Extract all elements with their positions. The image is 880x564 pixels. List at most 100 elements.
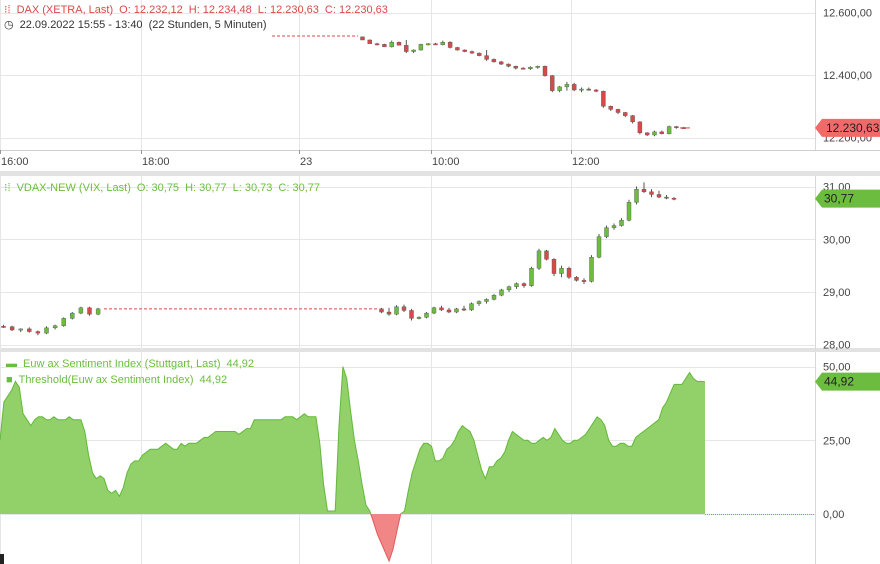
sentiment-line — [0, 366, 706, 514]
threshold-series-value: 44,92 — [199, 374, 228, 386]
vdax-candle — [611, 225, 617, 228]
vdax-candle — [401, 306, 407, 311]
scroll-handle — [0, 554, 4, 564]
dax-candle — [426, 43, 431, 46]
vdax-candle — [656, 194, 662, 198]
dax-candle — [499, 61, 504, 65]
vdax-low: L: 30,73 — [232, 182, 273, 194]
vdax-candle — [379, 308, 384, 313]
sentiment-series-value: 44,92 — [226, 358, 255, 370]
vdax-candle — [581, 280, 587, 282]
vdax-early-candle — [27, 328, 32, 332]
vdax-candle — [559, 268, 564, 274]
vdax-candle — [499, 289, 504, 296]
sentiment-legend-line: ▬ Euw ax Sentiment Index (Stuttgart, Last… — [6, 358, 260, 370]
dax-candle — [659, 131, 664, 134]
vdax-early-candle — [70, 312, 75, 319]
dax-candle — [389, 41, 394, 48]
vdax-candle — [551, 259, 557, 274]
sentiment-legend-area: ■ Threshold(Euw ax Sentiment Index) 44,92 — [6, 374, 233, 386]
dax-candle — [477, 52, 482, 56]
dax-candle — [674, 126, 679, 128]
area-series-icon[interactable]: ■ — [6, 374, 13, 386]
dax-series-name[interactable]: DAX (XETRA, Last) — [16, 4, 114, 16]
dax-candle — [418, 44, 424, 51]
vdax-candle — [446, 309, 452, 313]
vdax-high: H: 30,77 — [185, 182, 227, 194]
clock-icon: ◷ — [4, 19, 14, 31]
vdax-candle — [671, 197, 677, 200]
dax-candle — [469, 51, 475, 54]
vdax-candle — [439, 307, 444, 311]
vdax-candle — [649, 191, 654, 195]
sentiment-area-positive — [0, 366, 705, 514]
dax-candle — [586, 88, 591, 91]
dax-candle — [411, 49, 416, 52]
vdax-candle — [619, 220, 624, 226]
y-tick-label: 29,00 — [823, 287, 851, 299]
dax-candle — [652, 131, 657, 136]
dax-open: O: 12.232,12 — [119, 4, 183, 16]
dax-last-badge-label: 12.230,63 — [826, 121, 880, 135]
sentiment-last-badge-label: 44,92 — [824, 375, 854, 389]
vdax-candle — [469, 303, 474, 311]
vdax-candle — [566, 268, 572, 278]
sentiment-series-name[interactable]: Euw ax Sentiment Index (Stuttgart, Last) — [23, 358, 221, 370]
dax-candle — [520, 67, 526, 70]
dax-candle — [528, 66, 533, 69]
vdax-early-candle — [95, 308, 101, 315]
vdax-candle — [394, 306, 399, 315]
dax-high: H: 12.234,48 — [188, 4, 252, 16]
period-range: 22.09.2022 15:55 - 13:40 — [19, 19, 143, 31]
vdax-candle — [386, 311, 392, 315]
vdax-early-candle — [1, 326, 6, 328]
vdax-early-candle — [61, 318, 66, 326]
vdax-series-name[interactable]: VDAX-NEW (VIX, Last) — [16, 182, 131, 194]
dax-low: L: 12.230,63 — [257, 4, 319, 16]
vdax-legend: ⁝⁞ VDAX-NEW (VIX, Last) O: 30,75 H: 30,77 L:… — [4, 181, 326, 194]
sentiment-last-badge — [815, 372, 880, 391]
dax-candle — [630, 115, 635, 123]
dax-candle — [550, 75, 555, 91]
dax-candle — [564, 84, 570, 88]
dax-candle — [572, 84, 577, 91]
y-tick-label: 28,00 — [823, 340, 851, 352]
vdax-candle — [574, 277, 579, 281]
vdax-early-candle — [44, 327, 49, 334]
dax-candle — [491, 59, 497, 63]
dax-candle — [447, 41, 453, 48]
threshold-series-name[interactable]: Threshold(Euw ax Sentiment Index) — [18, 374, 194, 386]
vdax-candle — [431, 307, 437, 314]
vdax-candle — [514, 283, 519, 287]
vdax-candle — [476, 301, 482, 304]
x-tick-label: 18:00 — [142, 156, 170, 168]
vdax-early-candle — [78, 307, 84, 314]
vdax-candle — [589, 257, 594, 282]
vdax-candle — [626, 202, 632, 221]
panel-separator — [0, 348, 880, 352]
x-tick-label: 23 — [300, 156, 312, 168]
dax-candle — [601, 91, 606, 107]
dax-candle — [404, 45, 409, 52]
vdax-candle — [409, 310, 414, 319]
dax-candle — [593, 89, 599, 92]
line-series-icon[interactable]: ▬ — [6, 358, 17, 370]
dax-candle — [360, 36, 365, 41]
vdax-candle — [484, 299, 489, 302]
vdax-early-candle — [9, 326, 15, 331]
dax-series-icon[interactable]: ⁝⁞ — [4, 4, 11, 16]
dax-candle — [367, 39, 372, 44]
y-tick-label: 12.600,00 — [823, 8, 872, 20]
vdax-candle — [416, 317, 422, 319]
panel-separator — [0, 171, 880, 176]
dax-candle — [623, 112, 628, 116]
vdax-last-badge-label: 30,77 — [824, 192, 854, 206]
vdax-close: C: 30,77 — [278, 182, 321, 194]
vdax-candle — [529, 268, 534, 286]
dax-candle — [535, 66, 540, 68]
vdax-candle — [604, 227, 609, 237]
dax-candle — [455, 47, 460, 51]
x-tick-label: 16:00 — [1, 156, 29, 168]
vdax-series-icon[interactable]: ⁝⁞ — [4, 182, 11, 194]
